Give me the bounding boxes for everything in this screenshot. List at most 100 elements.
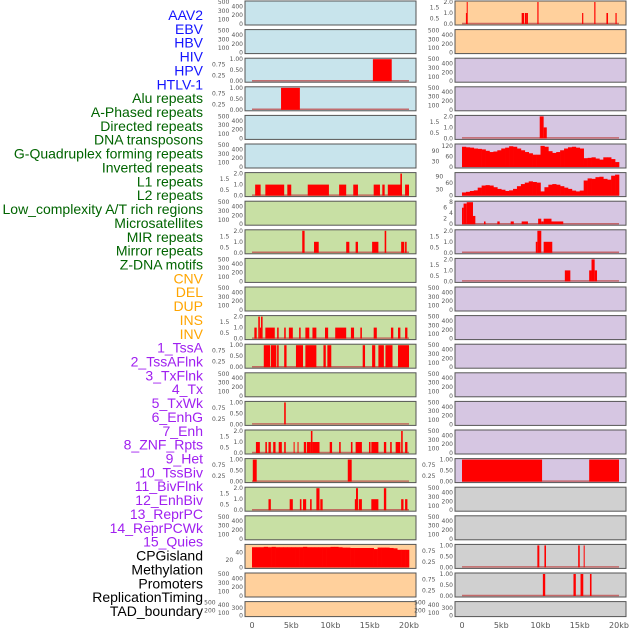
coverage-bar — [521, 13, 525, 24]
y-tick-label: 30 — [432, 159, 440, 166]
coverage-bar — [265, 327, 275, 339]
coverage-bar — [548, 184, 553, 196]
coverage-bar — [371, 499, 379, 511]
y-tick-label: 400 — [428, 602, 440, 609]
coverage-bar — [556, 184, 561, 196]
y-tick-label: 400 — [442, 490, 454, 497]
coverage-bar — [310, 547, 316, 568]
y-tick-label: 300 — [428, 523, 440, 530]
y-tick-label: 200 — [442, 298, 454, 305]
coverage-bar — [306, 442, 311, 453]
coverage-bar — [255, 184, 261, 196]
track-panel: 0.00.51.01.52.0 — [220, 171, 417, 200]
y-tick-label: 200 — [442, 384, 454, 391]
coverage-bar — [595, 158, 600, 167]
y-tick-label: 300 — [428, 36, 440, 43]
y-tick-label: 200 — [442, 441, 454, 448]
y-tick-label: 8 — [449, 199, 453, 206]
track-panel: 0.00.51.01.52.0 — [220, 428, 417, 457]
x-tick-label: 5kb — [494, 621, 509, 630]
coverage-bar — [279, 547, 284, 568]
coverage-bar — [277, 345, 279, 368]
coverage-bar — [615, 174, 620, 196]
y-tick-label: 0.50 — [230, 468, 244, 475]
panel-background — [244, 458, 417, 484]
coverage-bar — [350, 547, 355, 568]
coverage-bar — [293, 442, 295, 453]
y-tick-label: 0 — [449, 364, 453, 371]
panel-background — [244, 572, 417, 598]
y-tick-label: 100 — [428, 331, 440, 338]
coverage-bar — [258, 316, 260, 339]
y-tick-label: 1.0 — [233, 325, 243, 332]
y-tick-label: 500 — [428, 28, 440, 35]
coverage-bar — [465, 13, 467, 24]
coverage-bar — [369, 547, 374, 568]
y-tick-label: 0.75 — [212, 462, 226, 469]
coverage-bar — [551, 221, 564, 225]
y-tick-label: 100 — [428, 74, 440, 81]
track-label: DUP — [173, 298, 203, 314]
coverage-bar — [462, 192, 467, 196]
y-tick-label: 0 — [449, 536, 453, 543]
coverage-bar — [281, 87, 300, 110]
coverage-bar — [552, 152, 557, 167]
coverage-bar — [589, 574, 592, 596]
coverage-bar — [284, 345, 287, 368]
coverage-bar — [615, 13, 617, 24]
y-tick-label: 200 — [442, 527, 454, 534]
y-tick-label: 300 — [218, 122, 230, 129]
coverage-bar — [493, 187, 498, 196]
y-tick-label: 1.00 — [440, 542, 454, 549]
coverage-bar — [299, 499, 302, 511]
y-tick-label: 0 — [239, 564, 243, 571]
coverage-bar — [607, 179, 612, 196]
coverage-bar — [284, 327, 286, 339]
panel-background — [244, 372, 417, 398]
track-label: HTLV-1 — [157, 76, 204, 92]
y-tick-label: 0.75 — [212, 62, 226, 69]
track-label: 13_ReprPC — [130, 506, 203, 522]
y-tick-label: 2.0 — [233, 171, 243, 178]
coverage-bar — [548, 151, 553, 167]
y-tick-label: 2.0 — [443, 228, 453, 235]
y-tick-label: 500 — [428, 85, 440, 92]
y-tick-label: 400 — [232, 575, 244, 582]
y-tick-label: 0 — [239, 593, 243, 600]
coverage-bar — [390, 327, 394, 339]
coverage-bar — [472, 215, 476, 225]
y-tick-label: 0.00 — [440, 593, 454, 600]
track-label: Alu repeats — [132, 90, 203, 106]
y-tick-label: 400 — [442, 289, 454, 296]
track-label: 12_EnhBiv — [135, 492, 203, 508]
y-tick-label: 1.5 — [430, 262, 440, 269]
track-panel: 0.00 0.25 0.50 0.75 1.00 — [212, 457, 417, 486]
coverage-bar — [599, 159, 604, 167]
y-tick-label: 300 — [218, 580, 230, 587]
y-tick-label: 500 — [218, 142, 230, 149]
track-panel: 0.00.51.01.52.0 — [430, 256, 627, 285]
panel-background — [454, 543, 627, 569]
y-tick-label: 1.5 — [220, 319, 230, 326]
coverage-bar — [501, 148, 506, 167]
coverage-bar — [516, 186, 522, 196]
y-tick-label: 300 — [232, 605, 244, 612]
coverage-bar — [401, 431, 403, 453]
panel-background — [244, 200, 417, 226]
y-tick-label: 60 — [445, 180, 453, 187]
coverage-bar — [326, 547, 331, 568]
y-tick-label: 200 — [442, 327, 454, 334]
panel-background — [454, 572, 627, 598]
coverage-bar — [405, 442, 408, 453]
track-label: DEL — [176, 284, 203, 300]
coverage-bar — [552, 184, 557, 196]
y-tick-label: 0.0 — [443, 278, 453, 285]
y-tick-label: 300 — [218, 523, 230, 530]
y-tick-label: 0.25 — [212, 73, 226, 80]
coverage-bar — [302, 230, 305, 253]
y-tick-label: 100 — [428, 417, 440, 424]
y-tick-label: 100 — [428, 102, 440, 109]
